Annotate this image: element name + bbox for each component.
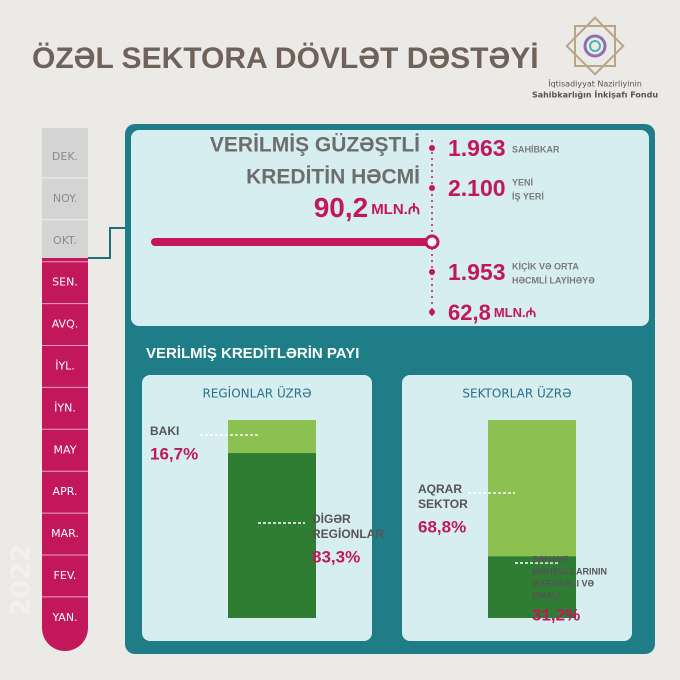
month-label: MAY — [54, 443, 77, 456]
tube-fill — [42, 258, 88, 651]
shares-title: VERİLMİŞ KREDİTLƏRİN PAYI — [146, 345, 359, 362]
month-label: İYN. — [54, 401, 76, 414]
loan-amount-group: 90,2 MLN.₼ — [314, 192, 420, 223]
year: 2022 — [7, 544, 37, 616]
segment-name: SEKTOR — [418, 497, 468, 511]
stat-value: 1.963 — [448, 135, 506, 161]
stat-label: SAHİBKAR — [512, 144, 560, 154]
logo — [565, 16, 625, 76]
stat-dot — [429, 145, 435, 151]
month-label: OKT. — [53, 234, 77, 247]
month-label: AVQ. — [52, 318, 79, 331]
share-bar-segment — [228, 420, 316, 454]
month-label: APR. — [53, 485, 78, 498]
segment-name: İSTEHSALI VƏ — [532, 578, 595, 588]
segment-value-label: 16,7% — [150, 444, 198, 463]
stat-label: İŞ YERİ — [512, 191, 544, 201]
panel-title: SEKTORLAR ÜZRƏ — [462, 385, 571, 401]
month-label: NOY. — [53, 192, 77, 205]
stat-value: 1.953 — [448, 259, 506, 285]
progress-end — [424, 234, 440, 250]
stat-label: HƏCMLİ LAYİHƏYƏ — [512, 275, 595, 285]
month-label: İYL. — [55, 360, 75, 373]
loan-unit: MLN.₼ — [371, 201, 420, 218]
segment-value-label: 31,2% — [532, 605, 580, 624]
segment-name: SƏNAYE — [532, 554, 569, 564]
stat-dot — [429, 185, 435, 191]
segment-value-label: 83,3% — [312, 547, 360, 566]
segment-value-label: 68,8% — [418, 517, 466, 536]
segment-name: EMALI — [532, 590, 560, 600]
tube-top — [42, 128, 88, 258]
segment-name: REGİONLAR — [312, 526, 384, 541]
logo-text: Sahibkarlığın İnkişafı Fondu — [532, 90, 658, 100]
connector — [88, 227, 128, 259]
segment-name: DİGƏR — [312, 511, 351, 526]
stat-unit: MLN.₼ — [494, 305, 536, 320]
share-bar-segment — [488, 556, 576, 618]
month-label: SEN. — [52, 276, 78, 289]
loan-amount: 90,2 — [314, 192, 369, 223]
share-bar-segment — [228, 453, 316, 618]
share-bar-segment — [488, 420, 576, 557]
loan-panel — [131, 130, 649, 326]
month-label: YAN. — [51, 611, 77, 624]
logo-text: İqtisadiyyat Nazirliyinin — [548, 79, 642, 89]
month-label: DEK. — [52, 150, 78, 163]
loan-heading: KREDİTİN HƏCMİ — [246, 166, 420, 189]
stat-label: YENİ — [512, 177, 533, 187]
title: ÖZƏL SEKTORA DÖVLƏT DƏSTƏYİ — [32, 42, 539, 75]
stat-value: 2.100 — [448, 175, 506, 201]
segment-name: BAKI — [150, 424, 179, 438]
stat-dot — [429, 309, 435, 315]
loan-heading: VERİLMİŞ GÜZƏŞTLİ — [210, 134, 420, 157]
stat-dot — [429, 269, 435, 275]
panel-title: REGİONLAR ÜZRƏ — [202, 385, 311, 401]
stat-group: 62,8 MLN.₼ — [448, 300, 536, 325]
segment-name: AQRAR — [418, 482, 462, 496]
month-label: FEV. — [54, 569, 77, 582]
stat-label: KİÇİK VƏ ORTA — [512, 261, 579, 271]
month-label: MAR. — [51, 527, 79, 540]
stat-value: 62,8 — [448, 300, 491, 325]
segment-name: MƏHSULLARININ — [532, 566, 607, 576]
